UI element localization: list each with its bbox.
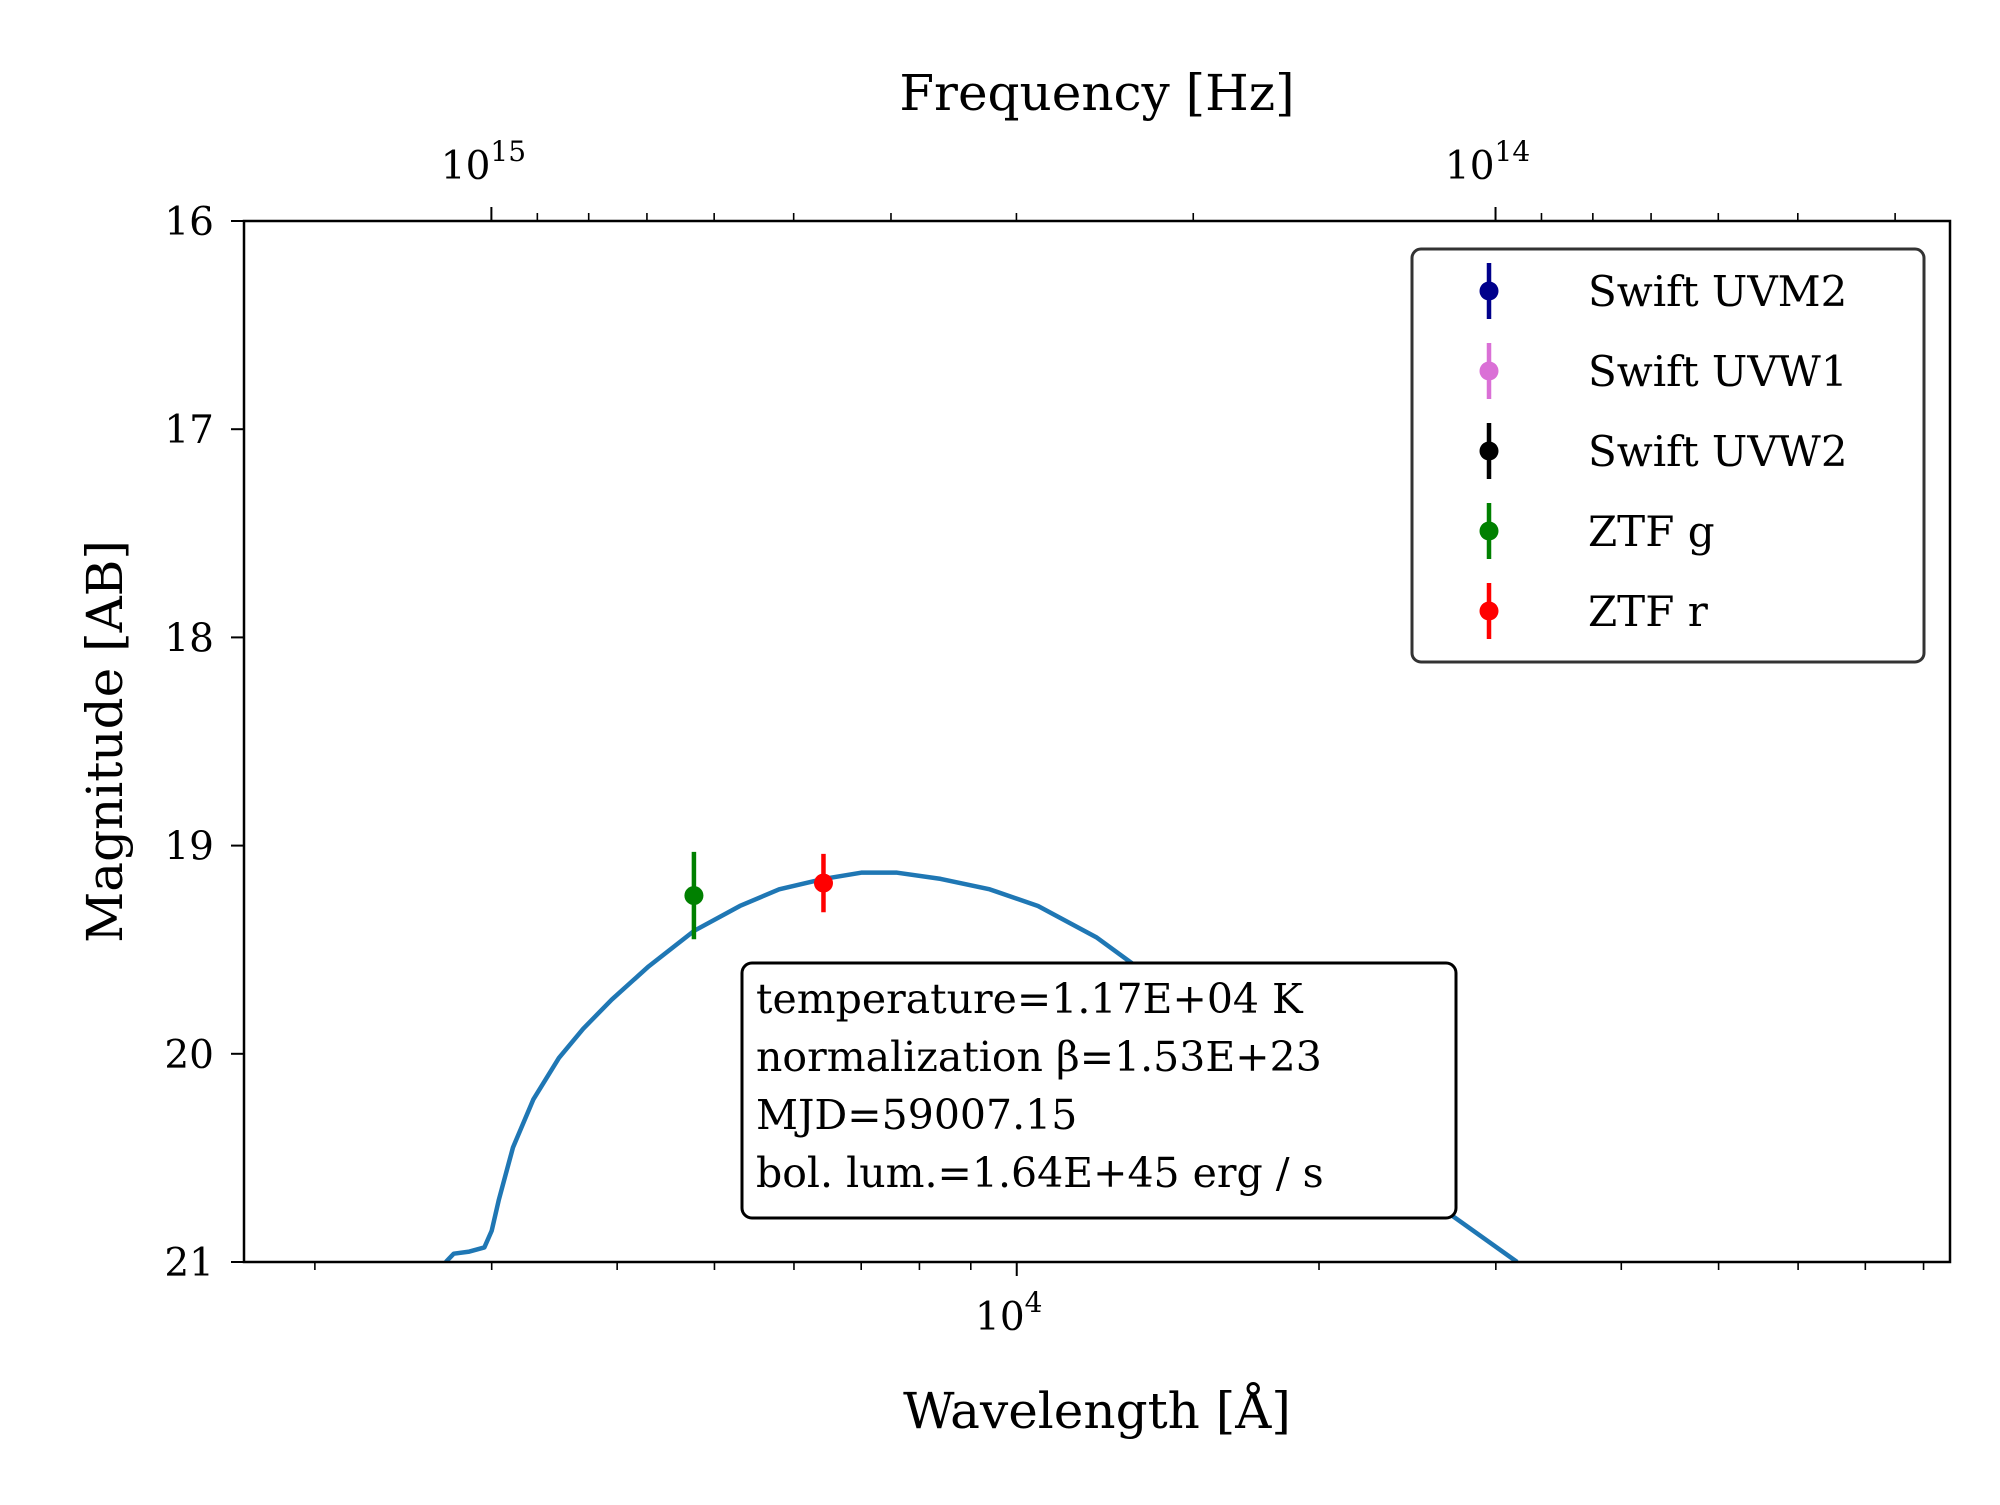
legend-label-0: Swift UVM2 [1588,267,1847,316]
legend-marker-4 [1479,601,1499,621]
legend-marker-3 [1479,521,1499,541]
y-tick-label-2: 18 [164,616,214,661]
annotation-frame [740,961,1458,1220]
data-points-layer [684,851,833,940]
annotation-line-1: normalization β=1.53E+23 [756,1033,1322,1081]
legend-marker-0 [1479,281,1499,301]
legend: Swift UVM2 Swift UVW1 Swift UVW2 ZTF g ZTF r [1410,247,1926,664]
annotation-line-3: bol. lum.=1.64E+45 erg / s [756,1149,1324,1197]
y-tick-label-3: 19 [164,825,214,870]
x-axis-label: Wavelength [Å] [903,1381,1291,1440]
legend-marker-2 [1479,441,1499,461]
legend-frame [1410,247,1926,664]
top-tick-label-exp-0: 15 [490,135,526,168]
top-tick-label-exp-1: 14 [1495,135,1531,168]
plot-frame [242,219,1952,1264]
y-tick-label-4: 20 [164,1033,214,1078]
top-tick-label-base-0: 10 [441,144,491,189]
y-axis-label: Magnitude [AB] [76,540,134,943]
annotation-line-2: MJD=59007.15 [756,1091,1077,1139]
legend-marker-1 [1479,361,1499,381]
y-tick-label-5: 21 [164,1241,214,1286]
legend-label-1: Swift UVW1 [1588,347,1848,396]
annotation-line-0: temperature=1.17E+04 K [756,975,1304,1023]
legend-label-2: Swift UVW2 [1588,427,1848,476]
y-tick-label-1: 17 [164,408,214,453]
x-tick-label-0: 104 [975,1286,1042,1340]
top-tick-label-base-1: 10 [1445,144,1495,189]
top-tick-label-0: 1015 [441,135,526,189]
data-point-3-0 [684,886,704,906]
annotation-box: temperature=1.17E+04 K normalization β=1.… [740,961,1458,1220]
top-axis-label: Frequency [Hz] [899,64,1294,122]
top-tick-label-1: 1014 [1445,135,1530,189]
x-tick-label-base-0: 10 [975,1295,1025,1340]
data-point-4-0 [813,873,833,893]
y-tick-label-0: 16 [164,200,214,245]
legend-label-3: ZTF g [1588,507,1715,556]
x-tick-label-exp-0: 4 [1025,1286,1043,1319]
legend-label-4: ZTF r [1588,587,1709,636]
